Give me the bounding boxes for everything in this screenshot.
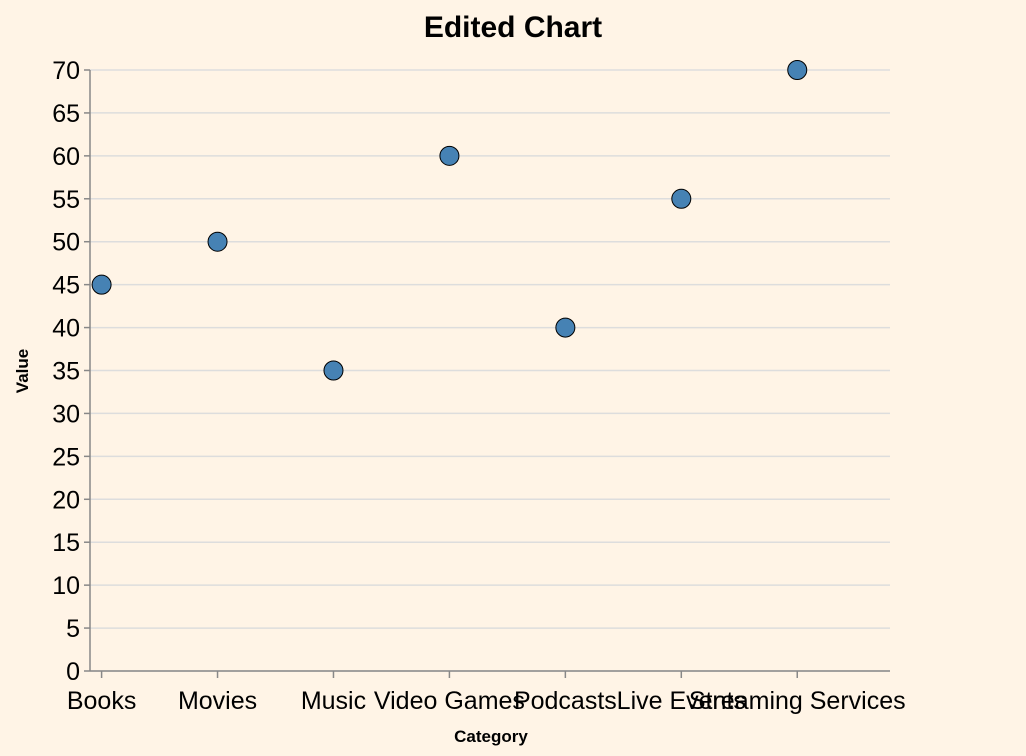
y-tick-label: 35 — [52, 358, 80, 386]
y-tick-label: 10 — [52, 572, 80, 600]
x-tick-label: Music — [301, 687, 366, 715]
y-tick-label: 30 — [52, 400, 80, 428]
data-point — [555, 317, 576, 338]
y-tick-label: 5 — [66, 615, 80, 643]
y-tick-label: 15 — [52, 529, 80, 557]
y-tick-label: 60 — [52, 143, 80, 171]
x-tick-label: Books — [67, 687, 136, 715]
x-tick-label: Live Events — [617, 687, 746, 715]
y-tick-label: 20 — [52, 486, 80, 514]
data-point — [323, 360, 344, 381]
y-tick-label: 40 — [52, 315, 80, 343]
data-point — [439, 145, 460, 166]
x-tick-label: Movies — [178, 687, 257, 715]
y-tick-label: 25 — [52, 443, 80, 471]
x-tick-label: Video Games — [374, 687, 525, 715]
chart-title: Edited Chart — [424, 11, 602, 44]
x-axis-title: Category — [454, 727, 528, 746]
x-tick-label: Streaming Services — [689, 687, 906, 715]
y-tick-label: 70 — [52, 57, 80, 85]
data-point — [207, 231, 228, 252]
axes: 0 5 10 15 20 25 30 35 40 45 50 55 60 65 70 Books Movies M… — [52, 57, 905, 715]
data-point — [787, 60, 808, 80]
grid-lines — [90, 69, 890, 672]
y-axis-title: Value — [13, 349, 32, 393]
y-tick-label: 55 — [52, 186, 80, 214]
data-points — [91, 60, 808, 381]
y-tick-label: 50 — [52, 229, 80, 257]
y-tick-label: 0 — [66, 658, 80, 686]
y-tick-label: 65 — [52, 100, 80, 128]
data-point — [671, 188, 692, 209]
y-tick-label: 45 — [52, 272, 80, 300]
data-point — [91, 274, 112, 295]
x-tick-label: Podcasts — [514, 687, 617, 715]
